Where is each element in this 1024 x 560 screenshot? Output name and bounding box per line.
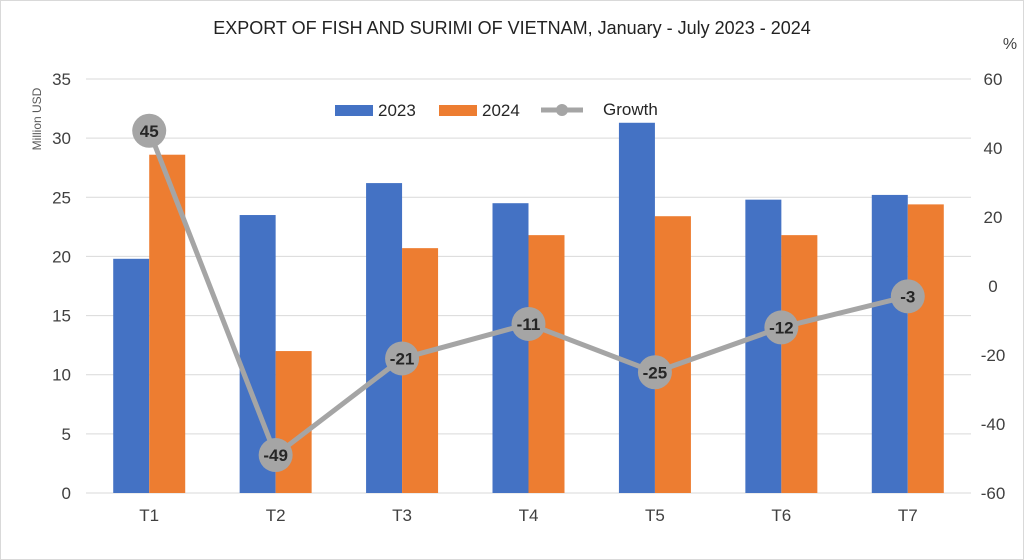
growth-point-T4 <box>511 306 546 341</box>
legend-swatch-2024 <box>439 105 477 116</box>
legend: 2023 2024 Growth <box>335 100 658 120</box>
bar-2023-T6 <box>745 199 782 493</box>
growth-data-label-T7: -3 <box>900 287 915 306</box>
legend-label-2024: 2024 <box>482 101 520 120</box>
y2-tick-label--40: -40 <box>981 415 1006 434</box>
x-tick-label-T5: T5 <box>645 506 665 525</box>
y-tick-label-35: 35 <box>52 70 71 89</box>
growth-data-label-T1: 45 <box>140 122 159 141</box>
growth-data-label-T2: -49 <box>263 446 288 465</box>
bar-2024-T2 <box>275 351 312 493</box>
growth-point-T3 <box>385 341 420 376</box>
y-tick-label-10: 10 <box>52 366 71 385</box>
y2-tick-label-0: 0 <box>988 277 997 296</box>
legend-marker-growth <box>556 104 568 116</box>
bar-2023-T3 <box>366 183 403 493</box>
growth-point-T1 <box>132 113 167 148</box>
bar-2024-T7 <box>907 204 944 493</box>
y-tick-label-20: 20 <box>52 247 71 266</box>
growth-data-label-T5: -25 <box>643 363 668 382</box>
growth-point-T6 <box>764 310 799 345</box>
x-tick-label-T4: T4 <box>519 506 539 525</box>
bar-2024-T4 <box>528 235 565 493</box>
y-tick-label-15: 15 <box>52 307 71 326</box>
y2-tick-label-40: 40 <box>984 139 1003 158</box>
bar-2023-T1 <box>113 258 150 493</box>
y2-tick-label-20: 20 <box>984 208 1003 227</box>
growth-point-T2 <box>258 438 293 473</box>
y2-axis-label: % <box>1003 36 1017 53</box>
y-axis-label: Million USD <box>30 87 44 150</box>
bar-2023-T4 <box>492 203 529 493</box>
y2-tick-label--60: -60 <box>981 484 1006 503</box>
y2-tick-label-60: 60 <box>984 70 1003 89</box>
bar-2023-T7 <box>871 194 908 494</box>
legend-swatch-2023 <box>335 105 373 116</box>
x-tick-label-T2: T2 <box>266 506 286 525</box>
bar-2024-T5 <box>654 216 691 493</box>
tick-labels: 0 5 10 15 20 25 30 35 -60 -40 -20 0 20 40 60 T1 T2 T3 T4 T5… <box>52 70 1005 525</box>
x-tick-label-T3: T3 <box>392 506 412 525</box>
growth-point-T7 <box>890 279 925 314</box>
y-tick-label-5: 5 <box>62 425 71 444</box>
growth-data-label-T3: -21 <box>390 349 415 368</box>
legend-label-2023: 2023 <box>378 101 416 120</box>
bar-2024-T6 <box>781 235 818 493</box>
chart-title: EXPORT OF FISH AND SURIMI OF VIETNAM, Ja… <box>213 18 811 38</box>
growth-point-T5 <box>637 355 672 390</box>
x-tick-label-T1: T1 <box>139 506 159 525</box>
y-tick-label-25: 25 <box>52 188 71 207</box>
bar-2023-T5 <box>618 122 655 493</box>
growth-data-label-T4: -11 <box>517 315 541 334</box>
growth-data-label-T6: -12 <box>769 318 794 337</box>
x-tick-label-T6: T6 <box>771 506 791 525</box>
y-tick-label-30: 30 <box>52 129 71 148</box>
legend-label-growth: Growth <box>603 100 658 119</box>
growth-line-layer: 45 -49 -21 -11 -25 -12 -3 <box>132 113 925 473</box>
y2-tick-label--20: -20 <box>981 346 1006 365</box>
x-tick-label-T7: T7 <box>898 506 918 525</box>
y-tick-label-0: 0 <box>62 484 71 503</box>
